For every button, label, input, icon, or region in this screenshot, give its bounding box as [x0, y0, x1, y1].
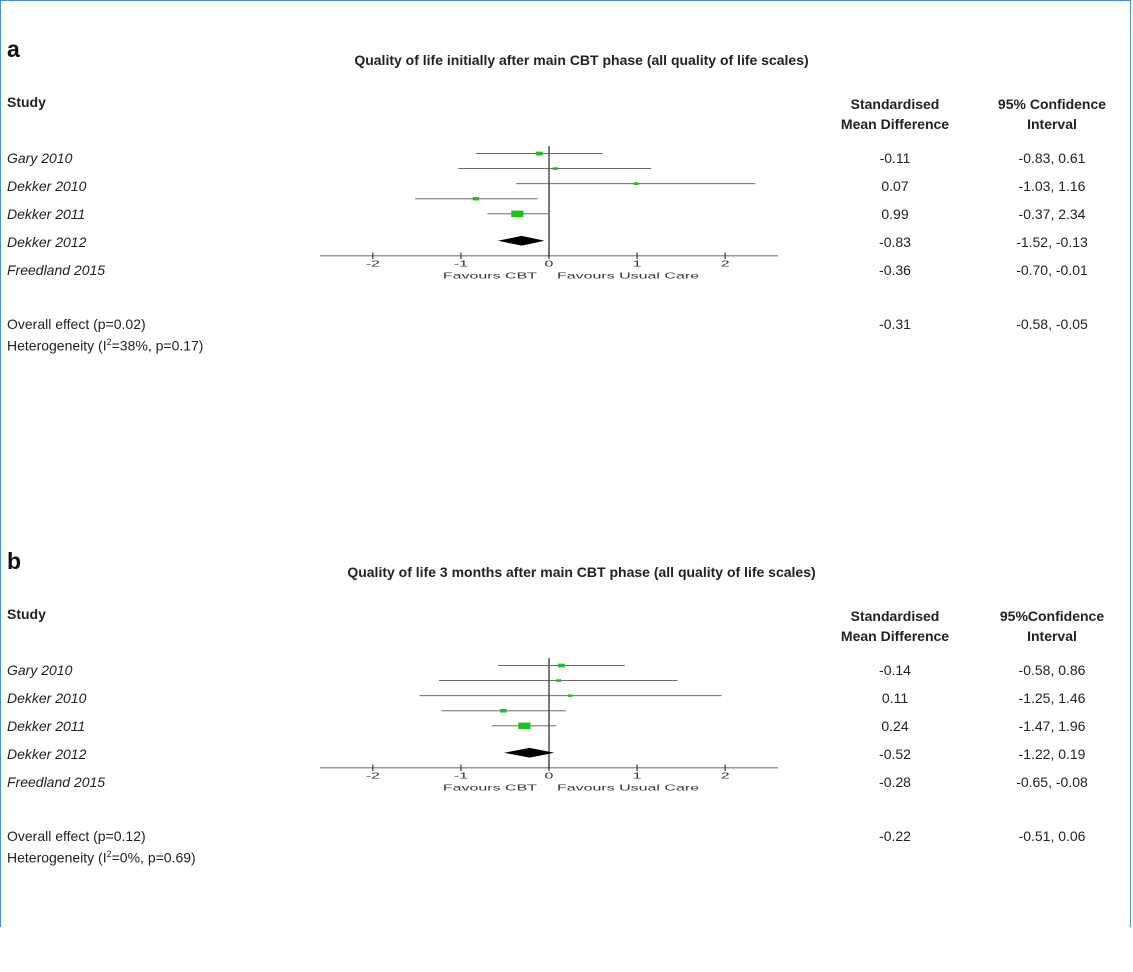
- column-header-smd-line1: Standardised: [850, 608, 940, 624]
- column-header-study: Study: [7, 606, 46, 622]
- overall-smd-value: -0.31: [879, 316, 911, 332]
- smd-value: -0.14: [879, 662, 911, 678]
- column-header-smd-line1: Standardised: [850, 96, 940, 112]
- panel-title: Quality of life 3 months after main CBT …: [347, 564, 816, 580]
- overall-diamond: [504, 747, 555, 758]
- study-label: Dekker 2010: [7, 178, 87, 194]
- ci-value: -0.58, 0.86: [1018, 662, 1086, 678]
- point-estimate-marker: [535, 151, 543, 156]
- smd-value: -0.52: [879, 746, 911, 762]
- x-tick-label: 0: [545, 771, 554, 781]
- x-tick-label: 1: [633, 771, 642, 781]
- column-header-smd: Standardised Mean Difference: [828, 606, 962, 646]
- study-label: Gary 2010: [7, 662, 73, 678]
- point-estimate-marker: [472, 197, 480, 201]
- forest-plot-a: -2 -1 0 1 2 Favours CBT Favours Usual Care: [320, 146, 778, 280]
- study-label: Dekker 2011: [7, 206, 86, 222]
- ci-value: -0.70, -0.01: [1016, 262, 1088, 278]
- study-label: Freedland 2015: [7, 262, 106, 278]
- panel-letter: a: [7, 36, 20, 62]
- ci-value: -1.22, 0.19: [1018, 746, 1086, 762]
- point-estimate-marker: [556, 679, 562, 682]
- column-header-ci: 95% Confidence Interval: [984, 94, 1120, 134]
- x-tick-label: 2: [721, 259, 730, 269]
- panel-letter: b: [7, 548, 22, 574]
- x-tick-label: -1: [454, 771, 468, 781]
- x-tick-label: -2: [366, 259, 380, 269]
- x-tick-label: -1: [454, 259, 468, 269]
- point-estimate-marker: [552, 167, 558, 170]
- column-header-ci-line2: Interval: [1027, 628, 1077, 644]
- smd-value: -0.28: [879, 774, 911, 790]
- ci-value: -0.65, -0.08: [1016, 774, 1088, 790]
- ci-value: -1.03, 1.16: [1018, 178, 1086, 194]
- smd-value: -0.83: [879, 234, 911, 250]
- x-tick-label: 1: [633, 259, 642, 269]
- study-label: Freedland 2015: [7, 774, 106, 790]
- ci-value: -1.52, -0.13: [1016, 234, 1088, 250]
- study-label: Gary 2010: [7, 150, 73, 166]
- favours-left-label: Favours CBT: [443, 270, 537, 280]
- panel-title: Quality of life initially after main CBT…: [354, 52, 809, 68]
- x-tick-label: 0: [545, 259, 554, 269]
- favours-right-label: Favours Usual Care: [557, 782, 699, 792]
- smd-value: -0.36: [879, 262, 911, 278]
- point-estimate-marker: [633, 182, 639, 186]
- overall-ci-value: -0.51, 0.06: [1018, 828, 1086, 844]
- forest-panel-b: b Quality of life 3 months after main CB…: [0, 512, 1133, 972]
- point-estimate-marker: [567, 694, 573, 697]
- ci-value: -0.83, 0.61: [1018, 150, 1086, 166]
- ci-value: -0.37, 2.34: [1018, 206, 1086, 222]
- forest-panel-a: a Quality of life initially after main C…: [0, 0, 1133, 460]
- smd-value: 0.99: [881, 206, 909, 222]
- column-header-smd-line2: Mean Difference: [840, 628, 950, 644]
- heterogeneity-label: Heterogeneity (I2=38%, p=0.17): [7, 337, 204, 354]
- column-header-study: Study: [7, 94, 46, 110]
- column-header-ci-line1: 95%Confidence: [999, 608, 1105, 624]
- smd-value: 0.24: [881, 718, 909, 734]
- forest-plot-b: -2 -1 0 1 2 Favours CBT Favours Usual Care: [320, 658, 778, 792]
- x-tick-label: -2: [366, 771, 380, 781]
- study-label: Dekker 2010: [7, 690, 87, 706]
- ci-value: -1.47, 1.96: [1018, 718, 1086, 734]
- column-header-ci-line1: 95% Confidence: [997, 96, 1107, 112]
- figure-frame: [0, 0, 1131, 927]
- x-tick-label: 2: [721, 771, 730, 781]
- column-header-smd-line2: Mean Difference: [840, 116, 950, 132]
- study-label: Dekker 2011: [7, 718, 86, 734]
- ci-value: -1.25, 1.46: [1018, 690, 1086, 706]
- point-estimate-marker: [499, 708, 507, 713]
- column-header-smd: Standardised Mean Difference: [828, 94, 962, 134]
- point-estimate-marker: [518, 722, 531, 730]
- point-estimate-marker: [557, 663, 565, 668]
- overall-effect-label: Overall effect (p=0.02): [7, 316, 146, 332]
- overall-diamond: [497, 235, 545, 246]
- favours-left-label: Favours CBT: [443, 782, 537, 792]
- column-header-ci-line2: Interval: [1027, 116, 1077, 132]
- smd-value: 0.11: [881, 690, 909, 706]
- heterogeneity-label: Heterogeneity (I2=0%, p=0.69): [7, 849, 196, 866]
- smd-value: -0.11: [879, 150, 911, 166]
- favours-right-label: Favours Usual Care: [557, 270, 699, 280]
- smd-value: 0.07: [881, 178, 909, 194]
- study-label: Dekker 2012: [7, 746, 87, 762]
- point-estimate-marker: [511, 210, 524, 218]
- overall-effect-label: Overall effect (p=0.12): [7, 828, 146, 844]
- study-label: Dekker 2012: [7, 234, 87, 250]
- overall-ci-value: -0.58, -0.05: [1016, 316, 1088, 332]
- overall-smd-value: -0.22: [879, 828, 911, 844]
- column-header-ci: 95%Confidence Interval: [984, 606, 1120, 646]
